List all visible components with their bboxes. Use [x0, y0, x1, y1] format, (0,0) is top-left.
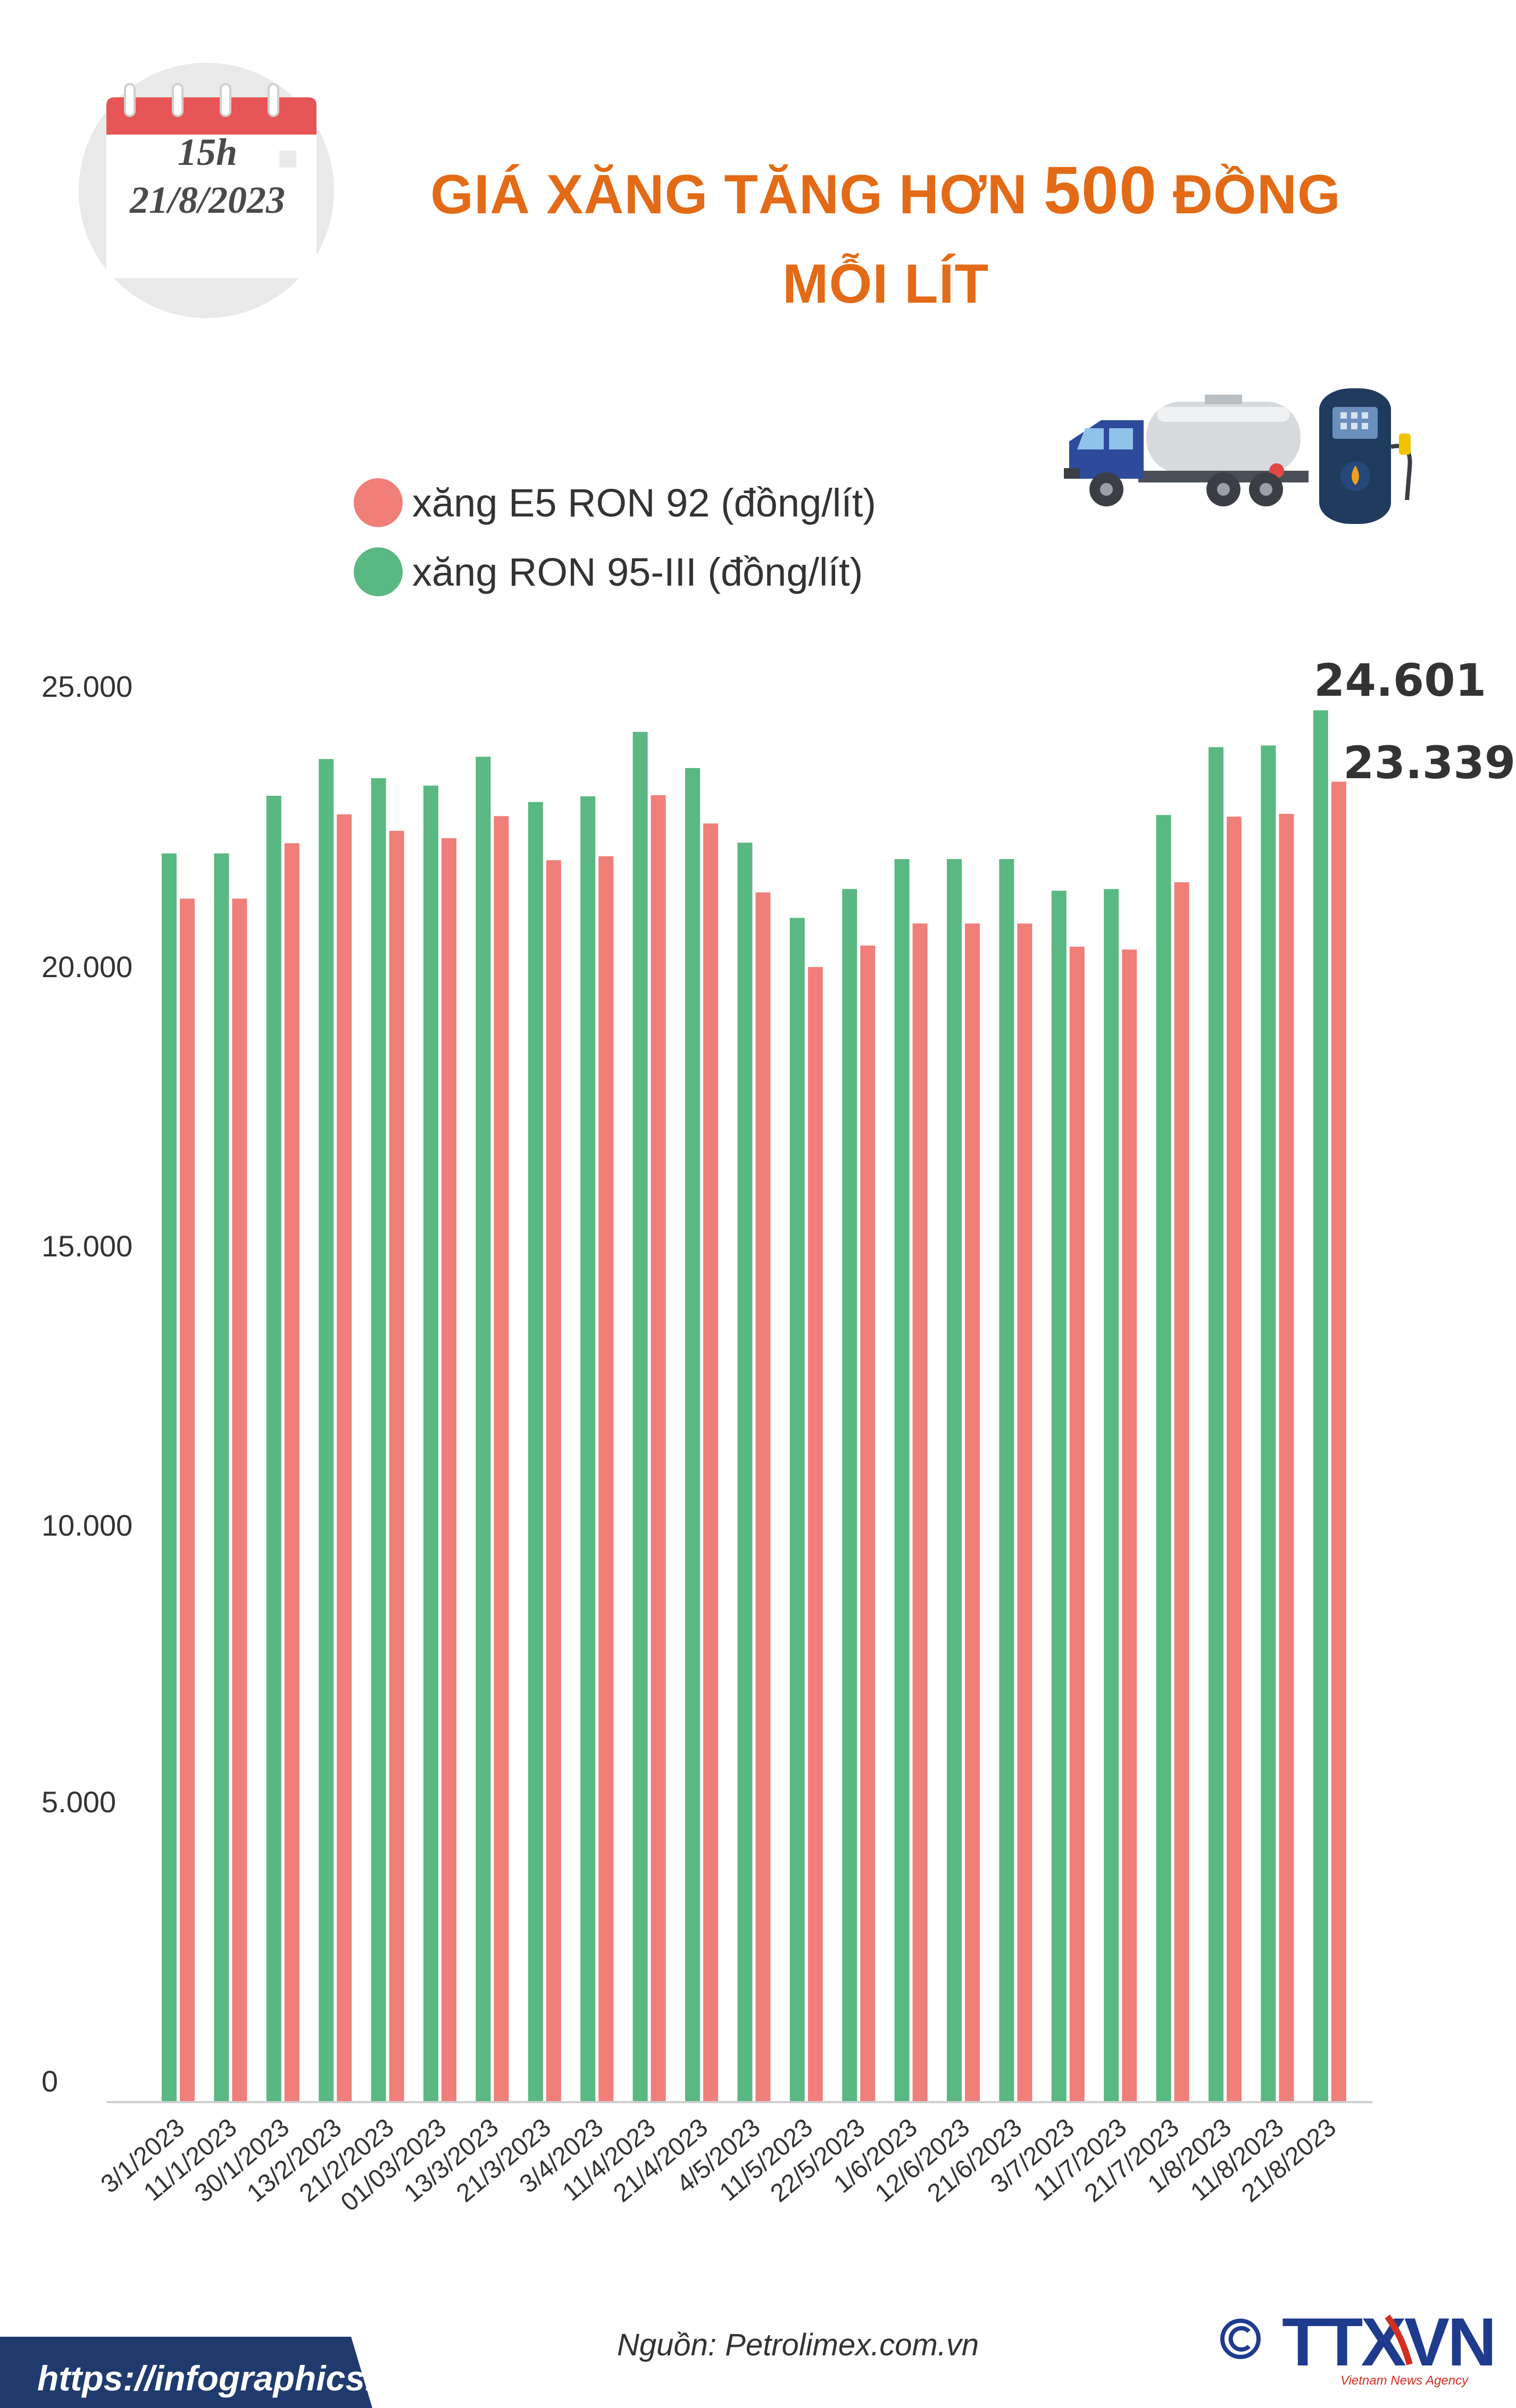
bar-e5: [807, 967, 823, 2101]
calendar-header: [106, 97, 316, 135]
bar-ron95: [371, 778, 386, 2102]
bar-e5: [546, 860, 561, 2101]
bar-e5: [1227, 816, 1242, 2101]
y-tick-label: 15.000: [41, 1229, 133, 1263]
legend-swatch-e5: [354, 478, 403, 527]
bar-e5: [494, 816, 509, 2101]
bar-e5: [651, 795, 666, 2101]
calendar-icon: [79, 63, 334, 318]
bar-ron95: [947, 859, 962, 2102]
title-number: 500: [1043, 153, 1157, 228]
bar-ron95: [737, 843, 753, 2102]
bar-e5: [1174, 882, 1189, 2102]
bar-ron95: [319, 759, 334, 2101]
bar-ron95: [1261, 745, 1276, 2101]
bar-ron95: [476, 756, 491, 2101]
title-part2: ĐỒNG: [1156, 164, 1341, 226]
y-tick-label: 10.000: [41, 1509, 133, 1542]
bar-ron95: [1209, 747, 1223, 2101]
bar-e5: [389, 830, 404, 2101]
bar-e5: [1331, 781, 1346, 2101]
y-tick-label: 0: [41, 2064, 59, 2098]
bar-e5: [1122, 949, 1137, 2101]
bar-e5: [337, 814, 352, 2101]
callout-e5-latest: 23.339: [1343, 737, 1516, 789]
bar-e5: [1017, 923, 1032, 2102]
bar-e5: [1069, 946, 1085, 2101]
bar-e5: [232, 898, 247, 2102]
website-link[interactable]: https://infographics.vn: [37, 2359, 416, 2398]
fuel-pump-icon: [1319, 388, 1412, 524]
bar-e5: [703, 823, 718, 2101]
bar-ron95: [423, 785, 438, 2102]
legend-label-ron95: xăng RON 95-III (đồng/lít): [412, 549, 863, 594]
url-banner: [0, 2337, 372, 2408]
page-title-line2: MỖI LÍT: [782, 253, 989, 315]
page-title: GIÁ XĂNG TĂNG HƠN 500 ĐỒNG: [287, 152, 1484, 229]
price-bar-chart: 3/1/202311/1/202330/1/202313/2/202321/2/…: [96, 710, 1372, 2217]
bar-ron95: [162, 853, 177, 2101]
bar-ron95: [1313, 710, 1328, 2101]
logo-subtitle: Vietnam News Agency: [1340, 2373, 1469, 2388]
bar-e5: [755, 892, 771, 2101]
bar-ron95: [214, 853, 229, 2101]
bar-ron95: [580, 796, 596, 2101]
callout-ron95-latest: 24.601: [1314, 654, 1487, 706]
bar-ron95: [999, 859, 1014, 2102]
bar-ron95: [528, 802, 543, 2101]
bar-e5: [598, 856, 614, 2101]
bar-e5: [965, 923, 980, 2102]
date-time: 15h: [177, 131, 238, 173]
bar-e5: [442, 838, 456, 2101]
bar-e5: [284, 843, 299, 2101]
y-tick-label: 25.000: [41, 670, 133, 703]
fuel-truck-icon: [1064, 395, 1309, 506]
ttxvn-logo: TTXVN: [1220, 2306, 1495, 2380]
bar-e5: [1279, 814, 1294, 2101]
date-day: 21/8/2023: [129, 179, 285, 221]
bar-e5: [180, 898, 195, 2102]
bar-ron95: [632, 731, 648, 2101]
bar-ron95: [685, 768, 700, 2102]
bar-ron95: [894, 859, 910, 2102]
legend-item-ron95: xăng RON 95-III (đồng/lít): [354, 543, 863, 601]
bar-e5: [912, 923, 928, 2102]
bar-ron95: [842, 889, 857, 2101]
bar-ron95: [1104, 889, 1119, 2101]
legend-item-e5: xăng E5 RON 92 (đồng/lít): [354, 473, 876, 532]
source-text: Nguồn: Petrolimex.com.vn: [617, 2328, 979, 2362]
title-part1: GIÁ XĂNG TĂNG HƠN: [430, 164, 1044, 226]
legend-swatch-ron95: [354, 547, 403, 596]
bar-ron95: [266, 795, 281, 2102]
bar-ron95: [1051, 890, 1067, 2101]
copyright-icon: [1220, 2319, 1261, 2359]
legend-label-e5: xăng E5 RON 92 (đồng/lít): [412, 480, 876, 525]
y-tick-label: 5.000: [41, 1785, 116, 1819]
bar-ron95: [1156, 815, 1171, 2102]
bar-e5: [860, 945, 876, 2102]
y-tick-label: 20.000: [41, 950, 133, 984]
bar-ron95: [789, 918, 805, 2101]
